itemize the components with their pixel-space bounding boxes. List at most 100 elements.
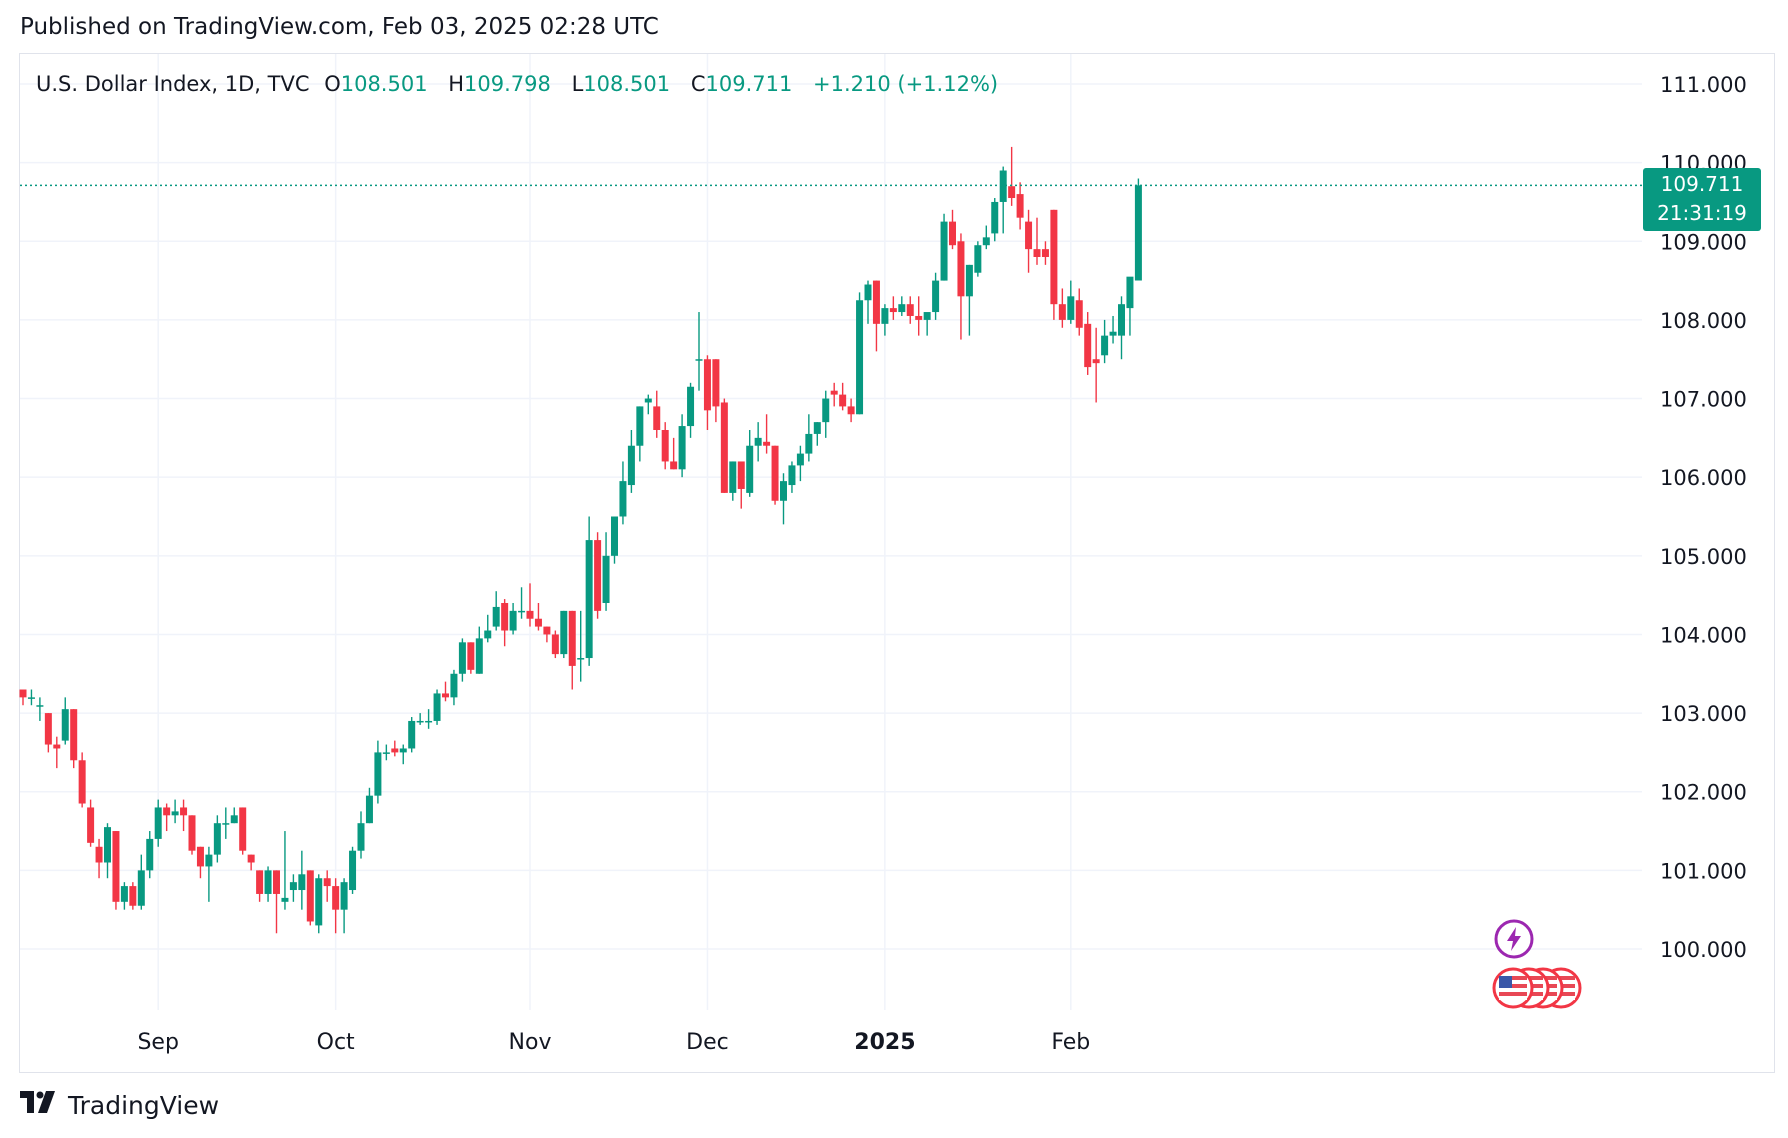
candle-body — [602, 555, 610, 603]
candle-body — [298, 874, 306, 891]
candle-body — [1134, 185, 1142, 281]
candle-body — [932, 280, 940, 313]
candle-body — [991, 201, 999, 234]
chart-frame[interactable] — [19, 53, 1775, 1073]
y-tick-label: 107.000 — [1660, 388, 1747, 412]
candle-body — [1118, 304, 1125, 336]
candle-body — [881, 308, 889, 324]
candle-body — [340, 882, 348, 910]
candle-body — [1084, 323, 1092, 368]
candle-body — [923, 312, 931, 320]
candle-body — [442, 693, 449, 698]
y-tick-label: 103.000 — [1660, 702, 1747, 726]
candle-body — [805, 433, 813, 454]
legend-symbol: U.S. Dollar Index, 1D, TVC — [36, 72, 310, 96]
x-tick-label: Sep — [137, 1030, 178, 1055]
published-caption: Published on TradingView.com, Feb 03, 20… — [20, 14, 659, 40]
y-tick-label: 111.000 — [1660, 73, 1747, 97]
grid-lines — [20, 54, 1642, 1010]
candle-body — [323, 878, 331, 887]
candle-body — [729, 461, 737, 493]
candle-body — [137, 870, 145, 906]
candle-body — [737, 461, 745, 489]
candle-body — [678, 426, 686, 470]
candle-body — [856, 300, 864, 415]
candle-body — [611, 516, 618, 556]
candle-body — [315, 878, 323, 926]
candle-body — [332, 886, 340, 910]
candle-body — [585, 540, 593, 659]
candle-body — [222, 823, 230, 825]
candle-body — [87, 807, 95, 843]
candle-body — [425, 720, 433, 723]
candle-body — [543, 626, 551, 635]
legend-change: +1.210 (+1.12%) — [813, 72, 999, 96]
y-tick-label: 106.000 — [1660, 466, 1747, 490]
candle-body — [712, 359, 720, 407]
candles-group — [19, 146, 1142, 934]
candle-body — [594, 540, 602, 611]
candle-body — [357, 823, 365, 851]
candle-body — [1016, 194, 1024, 218]
candle-body — [872, 280, 880, 324]
tradingview-logo[interactable]: TradingView — [20, 1090, 219, 1120]
candle-body — [180, 807, 188, 816]
candle-body — [44, 713, 52, 745]
candle-body — [965, 264, 973, 297]
x-tick-label: Dec — [686, 1030, 729, 1055]
candle-body — [754, 437, 762, 446]
time-axis[interactable]: Sep Oct Nov Dec 2025 Feb — [137, 1030, 1090, 1055]
candle-body — [70, 709, 78, 761]
candle-body — [399, 748, 407, 753]
tradingview-wordmark: TradingView — [68, 1090, 220, 1120]
price-axis[interactable]: 111.000110.000109.000108.000107.000106.0… — [1660, 73, 1747, 962]
candle-body — [796, 453, 804, 466]
candle-body — [518, 610, 526, 613]
candle-body — [644, 398, 652, 403]
legend-low: 108.501 — [583, 72, 671, 96]
candle-body — [940, 221, 948, 281]
candle-body — [957, 241, 965, 297]
candle-body — [196, 846, 204, 867]
candle-body — [1092, 359, 1100, 364]
candle-body — [1008, 186, 1016, 199]
candle-body — [906, 304, 914, 316]
candle-body — [619, 481, 627, 517]
candle-body — [416, 720, 424, 723]
candle-body — [450, 673, 458, 698]
candle-body — [889, 308, 897, 313]
candle-body — [788, 465, 796, 486]
candle-body — [27, 697, 35, 699]
x-tick-label: 2025 — [854, 1030, 915, 1055]
candle-body — [1025, 221, 1033, 250]
candle-body — [19, 689, 27, 698]
legend-high-label: H — [448, 72, 465, 96]
candle-body — [129, 886, 137, 906]
candle-body — [349, 850, 357, 891]
candle-body — [264, 870, 272, 894]
candle-body — [205, 854, 213, 867]
candle-body — [256, 870, 264, 894]
chart-legend: U.S. Dollar Index, 1D, TVC O108.501 H109… — [36, 72, 998, 96]
candle-body — [239, 807, 247, 851]
x-tick-label: Nov — [509, 1030, 552, 1055]
candle-body — [1075, 300, 1083, 328]
candle-body — [847, 406, 855, 415]
y-tick-label: 101.000 — [1660, 859, 1747, 883]
candle-body — [813, 422, 821, 434]
candle-body — [864, 284, 872, 301]
last-price-tag: 109.711 21:31:19 — [1643, 168, 1761, 231]
candle-body — [61, 709, 69, 741]
us-economic-events-icons[interactable] — [1491, 964, 1591, 1012]
candle-body — [36, 705, 44, 707]
candle-body — [289, 882, 297, 891]
lightning-event-icon[interactable] — [1493, 918, 1535, 960]
us-flag-icon[interactable] — [1492, 967, 1534, 1009]
candle-body — [898, 304, 906, 313]
candle-body — [163, 807, 171, 816]
candle-body — [763, 441, 771, 446]
candle-body — [365, 795, 373, 824]
candle-body — [822, 398, 830, 423]
candle-body — [509, 610, 517, 631]
